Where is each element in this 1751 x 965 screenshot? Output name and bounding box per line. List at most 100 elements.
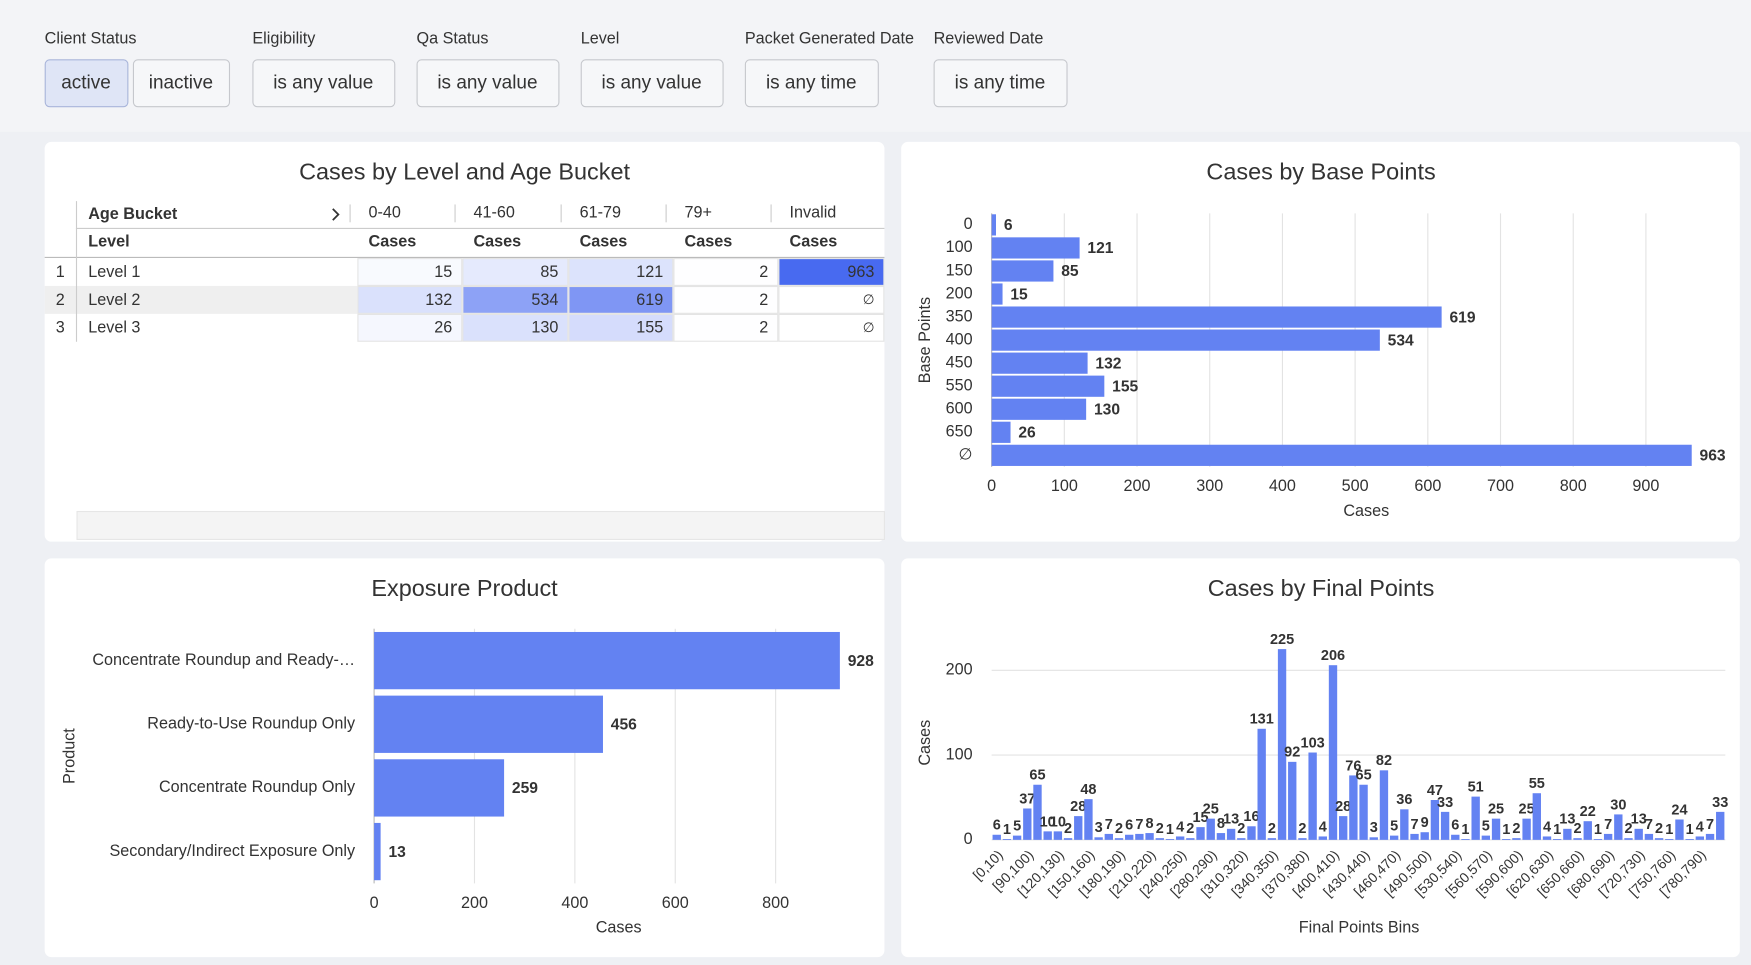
x-axis-label: Cases [596, 918, 642, 936]
data-label: 963 [1700, 448, 1726, 465]
data-label: 2 [1237, 821, 1245, 837]
filter-button[interactable] [416, 59, 560, 108]
filter-button[interactable] [580, 59, 724, 108]
column-header: Age Bucket [88, 205, 178, 223]
data-label: 8 [1146, 816, 1154, 832]
data-label: 7 [1645, 817, 1653, 833]
bar [1033, 784, 1042, 840]
data-label: 2 [1186, 821, 1194, 837]
measure-label: Cases [790, 233, 838, 251]
cell-value: 15 [434, 263, 452, 281]
y-tick-label: 0 [964, 215, 973, 233]
filter-button-label[interactable]: is any time [766, 72, 857, 93]
row-label: Level 3 [88, 319, 140, 337]
x-tick-label: 0 [987, 477, 996, 495]
x-axis-label: Final Points Bins [1299, 918, 1420, 936]
filter-button-label[interactable]: active [61, 72, 111, 93]
heat-cell [357, 258, 463, 286]
bar [1012, 835, 1022, 840]
bar [1471, 796, 1480, 840]
data-label: 131 [1250, 712, 1274, 728]
data-label: 9 [1421, 815, 1429, 831]
data-label: 15 [1192, 810, 1208, 826]
bar [374, 759, 505, 817]
filter-button[interactable] [132, 59, 231, 108]
filter-button-label[interactable]: is any time [955, 72, 1046, 93]
data-label: 1 [1461, 822, 1469, 838]
bar [1522, 818, 1531, 840]
filter-button[interactable] [252, 59, 396, 108]
cell-value: 121 [636, 263, 663, 281]
bar [1328, 665, 1338, 840]
data-label: 25 [1519, 802, 1535, 818]
data-label: 47 [1427, 783, 1443, 799]
data-label: 13 [1559, 812, 1575, 828]
bar [1553, 838, 1562, 840]
filter-button-label[interactable]: is any value [602, 72, 702, 93]
data-label: 2 [1512, 821, 1520, 837]
data-label: 259 [512, 780, 538, 797]
y-tick-label: 0 [964, 830, 973, 848]
data-label: 28 [1070, 799, 1086, 815]
filter-button[interactable] [44, 59, 129, 108]
filter-button[interactable] [744, 59, 879, 108]
data-label: 7 [1135, 817, 1143, 833]
data-label: 16 [1243, 809, 1259, 825]
x-tick-label: 500 [1342, 477, 1369, 495]
bar [1491, 818, 1501, 840]
cell-value: 155 [636, 319, 663, 337]
data-label: 3 [1370, 820, 1378, 836]
y-tick-label: Concentrate Roundup and Ready-… [92, 651, 355, 669]
y-tick-label: 200 [946, 284, 973, 302]
bar [1614, 814, 1623, 840]
row-label: Level 2 [88, 291, 140, 309]
bar [1705, 833, 1715, 840]
y-tick-label: Concentrate Roundup Only [159, 778, 356, 796]
measure-label: Cases [369, 233, 417, 251]
data-label: 76 [1345, 758, 1361, 774]
heat-cell [568, 313, 674, 342]
data-label: 130 [1094, 401, 1120, 418]
heat-cell [462, 285, 569, 314]
filter-button-label[interactable]: is any value [437, 72, 537, 93]
cell-value: 2 [759, 319, 768, 337]
data-label: 1 [1594, 822, 1602, 838]
bar [1410, 833, 1419, 840]
bar [1155, 838, 1164, 840]
y-axis-label: Cases [916, 720, 934, 766]
bar [1135, 833, 1144, 840]
x-axis-label: Cases [1343, 502, 1389, 520]
y-tick-label: 650 [946, 423, 973, 441]
bar [991, 398, 1087, 420]
bar [1644, 833, 1654, 840]
data-label: 3 [1095, 820, 1103, 836]
bar [1665, 838, 1674, 840]
filter-label: Qa Status [417, 29, 489, 47]
data-label: 4 [1319, 819, 1327, 835]
data-label: 1 [1553, 822, 1561, 838]
bar [1226, 828, 1236, 840]
data-label: 225 [1270, 632, 1294, 648]
bar [1563, 828, 1572, 840]
x-tick-label: 200 [461, 894, 488, 912]
bar [1288, 761, 1297, 840]
bar [1002, 838, 1012, 840]
heat-cell [673, 258, 779, 286]
bar [1624, 838, 1633, 840]
bar [991, 260, 1054, 282]
data-label: 36 [1396, 792, 1412, 808]
data-label: 2 [1574, 821, 1582, 837]
y-axis-label: Base Points [916, 297, 934, 383]
data-label: 7 [1604, 817, 1612, 833]
filter-label: Client Status [45, 29, 137, 47]
chart-title: Cases by Base Points [1206, 158, 1435, 184]
bar [1186, 838, 1195, 840]
measure-label: Cases [473, 233, 521, 251]
data-label: 155 [1112, 378, 1138, 395]
data-label: 4 [1543, 819, 1551, 835]
filter-button-label[interactable]: inactive [149, 72, 213, 93]
data-label: 928 [848, 653, 874, 670]
column-label: Invalid [790, 204, 837, 222]
filter-button[interactable] [933, 59, 1068, 108]
filter-button-label[interactable]: is any value [273, 72, 373, 93]
